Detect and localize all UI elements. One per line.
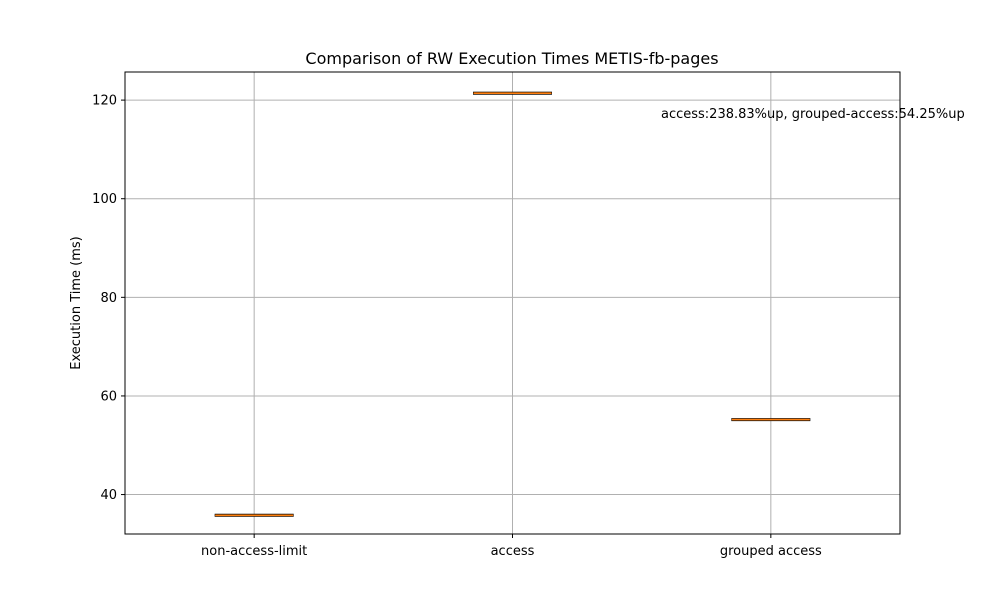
y-tick-label: 100 [92, 192, 117, 207]
box-elements [214, 91, 811, 517]
x-tick-label: non-access-limit [201, 544, 307, 559]
grid-lines [125, 72, 900, 534]
y-tick-label: 60 [100, 389, 117, 404]
x-tick-label: access [491, 544, 535, 559]
x-tick-label: grouped access [720, 544, 822, 559]
chart-title: Comparison of RW Execution Times METIS-f… [305, 49, 718, 68]
y-axis-label: Execution Time (ms) [69, 236, 84, 369]
chart-annotation: access:238.83%up, grouped-access:54.25%u… [661, 107, 965, 122]
y-tick-label: 120 [92, 94, 117, 109]
y-tick-label: 40 [100, 488, 117, 503]
y-tick-label: 80 [100, 291, 117, 306]
axis-ticks: 40 60 80 100 120 non-access-limit access groupe… [92, 94, 822, 559]
